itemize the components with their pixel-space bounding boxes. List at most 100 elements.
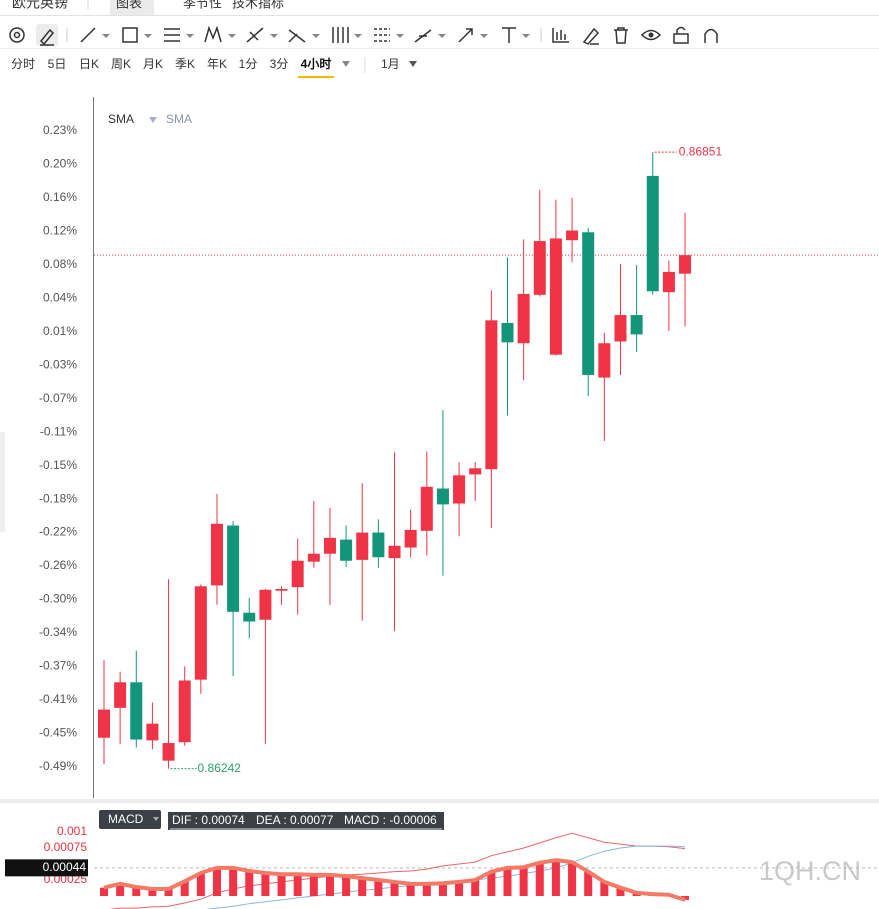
tool-icon[interactable] [332,27,362,43]
tool-icon[interactable] [614,27,628,44]
legend-entry[interactable]: SMA [108,112,134,126]
range-dropdown[interactable] [409,61,417,67]
pane-divider [0,799,879,803]
candle-body [307,553,320,562]
tool-icon[interactable] [704,28,718,44]
tool-icon[interactable] [288,29,320,43]
tool-icon[interactable] [502,27,530,43]
macd-bar [309,874,318,897]
macd-bar [245,871,254,897]
candle-body [517,293,530,344]
tool-icon[interactable] [640,29,662,41]
period-dropdown[interactable] [342,61,350,67]
macd-bar [455,881,464,897]
macd-bar [374,880,383,897]
macd-bar [261,872,270,897]
tool-icon[interactable] [414,29,446,43]
period-button[interactable]: 3分 [270,57,289,71]
macd-bar [277,874,286,897]
period-button[interactable]: 5日 [48,57,67,71]
range-select[interactable]: 1月 [381,57,400,71]
macd-bar [438,883,447,897]
period-button[interactable]: 月K [143,57,163,71]
y-tick-label: 0.12% [43,224,77,238]
macd-bar [535,862,544,897]
candle-body [469,468,482,475]
macd-bar [100,887,108,897]
macd-plot [94,832,879,909]
period-button[interactable]: 分时 [11,57,35,71]
tool-icon[interactable] [9,27,25,43]
candle-body [485,320,498,470]
candle-body [372,532,385,558]
info-label: DIF : 0.00074 [172,813,245,827]
macd-bar [116,883,125,897]
y-tick-label: -0.45% [39,726,77,740]
legend-caret[interactable] [149,117,157,123]
tool-icon[interactable] [204,25,236,43]
y-tick-label: 0.01% [43,324,77,338]
candle-body [114,682,127,708]
candle-body [566,230,579,241]
candle-body [453,475,466,504]
indicator-button[interactable] [99,810,161,829]
macd-bar [390,881,399,897]
y-tick-label: -0.11% [40,424,77,438]
macd-bar [132,887,141,897]
macd-bar [358,878,367,897]
candle-body [340,539,353,561]
period-button[interactable]: 周K [111,57,131,71]
candle-body [662,271,675,293]
macd-bar [519,867,528,897]
macd-bar [616,887,625,897]
period-button[interactable]: 日K [79,57,99,71]
period-active-underline [298,76,334,78]
tab[interactable]: 图表 [116,0,142,10]
tool-icon[interactable] [80,27,110,43]
tool-icon[interactable] [164,28,194,42]
instrument-title: 欧元英镑 [12,0,68,11]
macd-bar [487,871,496,897]
period-button[interactable]: 4小时 [301,56,332,71]
period-button[interactable]: 季K [175,57,195,71]
tool-icon[interactable] [673,26,689,44]
candle-body [227,525,240,612]
macd-bar [148,888,157,897]
candle-body [259,589,272,620]
macd-bar [325,874,334,897]
tool-icon[interactable] [552,28,569,43]
tool-icon[interactable] [246,27,278,43]
macd-tick-label: 0.001 [57,824,87,838]
y-tick-label: -0.03% [39,357,77,371]
tool-icon[interactable] [374,28,404,42]
y-tick-label: -0.41% [39,692,77,706]
tool-icon[interactable] [458,28,488,43]
macd-bar [600,881,609,897]
indicator-name[interactable]: MACD [108,812,144,826]
macd-bar [342,876,351,897]
tab[interactable]: 季节性 [183,0,222,10]
candle-body [501,322,514,343]
candle-body [275,588,288,591]
tool-icon[interactable] [582,27,600,45]
tool-icon[interactable] [39,28,55,46]
side-handle[interactable] [0,432,5,532]
legend-entry[interactable]: SMA [166,112,192,126]
info-label: MACD : -0.00006 [344,813,437,827]
tool-icon[interactable] [122,27,152,43]
indicator-caret[interactable] [153,817,159,821]
y-tick-label: -0.37% [39,659,77,673]
candle-body [436,488,449,505]
period-button[interactable]: 年K [207,57,227,71]
candle-body [646,175,659,292]
candle-body [614,315,627,342]
macd-bar [422,883,431,897]
macd-bar [568,862,577,897]
info-box [168,812,444,830]
period-button[interactable]: 1分 [239,57,258,71]
candle-body [146,723,159,741]
macd-bar [293,874,302,897]
tab[interactable]: 技术指标 [232,0,284,10]
candle-body [582,232,595,375]
y-tick-label: -0.30% [39,592,77,606]
